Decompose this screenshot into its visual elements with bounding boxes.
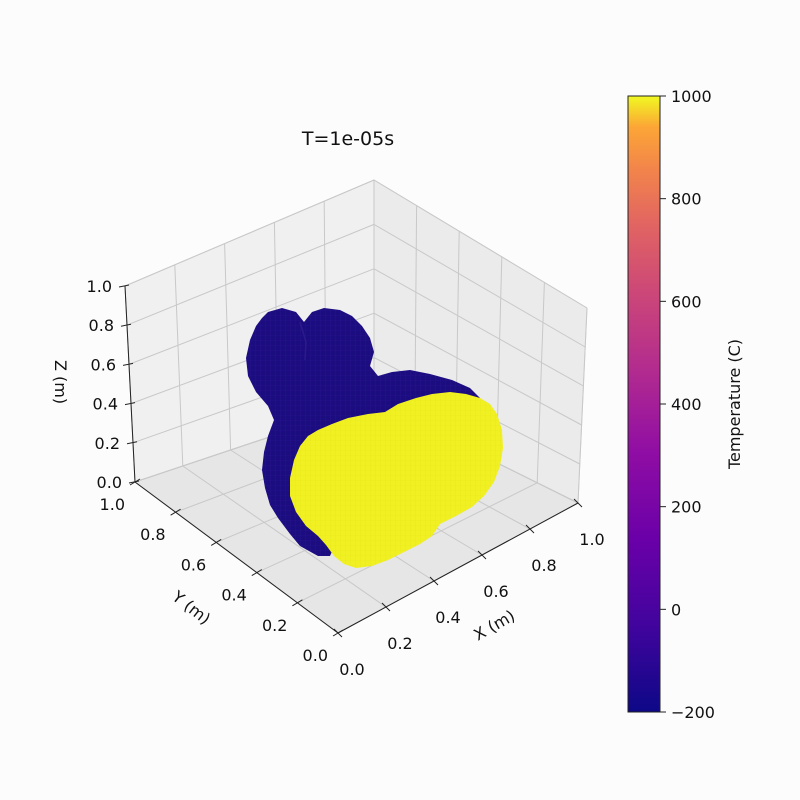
x-axis-line bbox=[337, 502, 579, 634]
colorbar: 1000 800 600 400 200 0 −200 Temperature (C) bbox=[627, 87, 744, 722]
z-tick bbox=[128, 480, 140, 484]
z-tick-label: 0.4 bbox=[93, 395, 118, 414]
y-tick bbox=[292, 599, 303, 607]
colorbar-tick-label: −200 bbox=[671, 703, 715, 722]
z-tick bbox=[122, 362, 134, 366]
y-tick-label: 0.4 bbox=[221, 586, 246, 605]
y-tick-label: 0.8 bbox=[140, 525, 165, 544]
grid-line bbox=[182, 465, 387, 608]
grid-line bbox=[373, 179, 588, 309]
colorbar-tick-label: 400 bbox=[671, 395, 702, 414]
z-axis-line bbox=[124, 285, 136, 483]
grid-line bbox=[124, 179, 375, 287]
x-tick bbox=[477, 550, 487, 560]
y-axis-label: Y (m) bbox=[168, 586, 214, 628]
z-tick bbox=[120, 323, 132, 327]
z-tick-label: 0.2 bbox=[95, 434, 120, 453]
colorbar-tick-label: 1000 bbox=[671, 87, 712, 106]
x-tick-label: 0.4 bbox=[435, 608, 460, 627]
chart-title: T=1e-05s bbox=[301, 128, 394, 150]
y-tick bbox=[129, 478, 141, 486]
grid-line bbox=[373, 268, 584, 387]
grid-line bbox=[174, 264, 184, 467]
y-tick-label: 0.2 bbox=[262, 616, 287, 635]
grid-line bbox=[128, 268, 375, 365]
x-tick-label: 0.6 bbox=[483, 582, 508, 601]
grid-line bbox=[373, 312, 582, 426]
z-tick-label: 0.6 bbox=[91, 355, 116, 374]
hot-region bbox=[290, 392, 503, 568]
y-tick-label: 0.0 bbox=[303, 646, 328, 665]
z-axis-label: Z (m) bbox=[51, 360, 70, 404]
x-axis-label: X (m) bbox=[470, 606, 518, 645]
z-tick bbox=[118, 284, 130, 288]
y-tick-label: 0.6 bbox=[181, 555, 206, 574]
x-tick-label: 1.0 bbox=[579, 530, 604, 549]
z-ticks: 0.0 0.2 0.4 0.6 0.8 1.0 bbox=[87, 277, 140, 492]
colorbar-tick-label: 0 bbox=[671, 600, 681, 619]
z-tick-label: 0.0 bbox=[97, 473, 122, 492]
z-tick-label: 1.0 bbox=[87, 277, 112, 296]
ear-divider bbox=[299, 321, 307, 361]
colorbar-ticks: 1000 800 600 400 200 0 −200 bbox=[660, 87, 715, 722]
grid-line bbox=[373, 223, 586, 348]
grid-line bbox=[224, 243, 232, 451]
y-axis-line bbox=[134, 481, 339, 634]
grid-line bbox=[577, 307, 588, 504]
grid-line bbox=[536, 282, 545, 483]
x-tick bbox=[525, 524, 535, 534]
x-tick bbox=[381, 602, 391, 612]
colorbar-tick-label: 600 bbox=[671, 292, 702, 311]
y-tick bbox=[170, 508, 181, 516]
y-tick bbox=[210, 538, 222, 546]
y-tick-label: 1.0 bbox=[100, 495, 125, 514]
z-tick-label: 0.8 bbox=[89, 316, 114, 335]
x-tick bbox=[573, 498, 583, 508]
colorbar-tick-label: 200 bbox=[671, 498, 702, 517]
colorbar-gradient bbox=[627, 95, 661, 713]
colorbar-label: Temperature (C) bbox=[725, 339, 744, 470]
x-tick-label: 0.8 bbox=[531, 556, 556, 575]
x-tick bbox=[333, 628, 343, 638]
y-ticks: 0.0 0.2 0.4 0.6 0.8 1.0 bbox=[100, 478, 344, 665]
z-tick bbox=[124, 402, 136, 406]
bunny-voxels bbox=[246, 308, 503, 568]
x-ticks: 0.0 0.2 0.4 0.6 0.8 1.0 bbox=[333, 498, 605, 679]
x-tick-label: 0.0 bbox=[339, 660, 364, 679]
x-tick bbox=[429, 576, 439, 586]
colorbar-tick-label: 800 bbox=[671, 190, 702, 209]
y-tick bbox=[251, 569, 263, 577]
x-tick-label: 0.2 bbox=[387, 634, 412, 653]
grid-line bbox=[126, 223, 375, 326]
z-tick bbox=[126, 441, 138, 445]
